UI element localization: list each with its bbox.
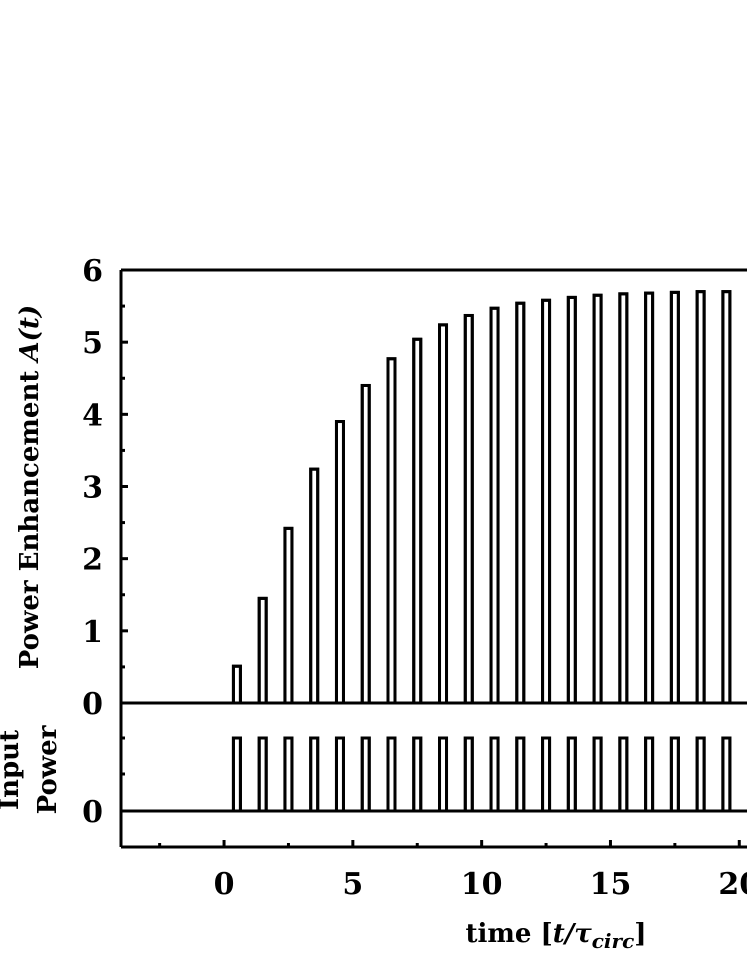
input-pulse-bar — [669, 736, 680, 813]
x-tick-label: 5 — [342, 867, 363, 902]
input-pulse-bar — [566, 736, 577, 813]
y-tick-label: 6 — [82, 254, 103, 289]
x-tick-label: 0 — [214, 867, 235, 902]
enhancement-bar — [618, 292, 629, 705]
enhancement-bar — [644, 291, 655, 705]
enhancement-bar — [231, 664, 242, 705]
bottom-bars — [121, 736, 747, 813]
input-pulse-bar — [309, 736, 320, 813]
input-pulse-bar — [438, 736, 449, 813]
input-pulse-bar — [541, 736, 552, 813]
x-ticks: 0 5 10 15 20 — [158, 840, 747, 902]
bottom-y-axis-title-line2: Power — [33, 725, 63, 814]
input-pulse-bar — [283, 736, 294, 813]
input-pulse-bar — [412, 736, 423, 813]
enhancement-bar — [489, 306, 500, 705]
input-pulse-bar — [515, 736, 526, 813]
enhancement-bar — [695, 290, 706, 705]
enhancement-bar — [463, 313, 474, 705]
bottom-y-axis-title-line1: Input — [0, 730, 25, 810]
x-tick-label: 20 — [718, 867, 747, 902]
enhancement-bar — [386, 357, 397, 705]
input-pulse-bar — [644, 736, 655, 813]
input-pulse-bar — [592, 736, 603, 813]
enhancement-bar — [541, 298, 552, 705]
x-tick-label: 10 — [461, 867, 503, 902]
enhancement-bar — [566, 295, 577, 705]
enhancement-bar — [592, 293, 603, 705]
enhancement-bar — [283, 526, 294, 705]
top-y-axis-title: Power Enhancement A(t) — [15, 305, 45, 669]
top-y-ticks: 0 1 2 3 4 5 6 — [82, 254, 128, 722]
top-bars — [121, 290, 747, 705]
enhancement-bar — [515, 301, 526, 705]
enhancement-bar — [360, 383, 371, 705]
y-tick-label: 1 — [82, 615, 103, 650]
enhancement-bar — [309, 467, 320, 705]
input-pulse-bar — [695, 736, 706, 813]
input-pulse-bar — [489, 736, 500, 813]
x-tick-label: 15 — [590, 867, 632, 902]
input-pulse-bar — [463, 736, 474, 813]
enhancement-bar — [721, 290, 732, 705]
input-pulse-bar — [721, 736, 732, 813]
enhancement-bar — [438, 323, 449, 705]
bottom-y-tick-label: 0 — [82, 795, 103, 830]
enhancement-bar — [412, 337, 423, 705]
y-tick-label: 5 — [82, 326, 103, 361]
y-tick-label: 0 — [82, 687, 103, 722]
input-pulse-bar — [386, 736, 397, 813]
y-tick-label: 4 — [82, 398, 103, 433]
enhancement-bar — [257, 596, 268, 705]
input-pulse-bar — [618, 736, 629, 813]
input-pulse-bar — [360, 736, 371, 813]
y-tick-label: 3 — [82, 471, 103, 506]
enhancement-bar — [334, 420, 345, 705]
bottom-panel: 0 — [82, 736, 747, 849]
x-axis-title: time [t/τcirc] — [465, 919, 646, 953]
y-tick-label: 2 — [82, 543, 103, 578]
input-pulse-bar — [257, 736, 268, 813]
input-pulse-bar — [231, 736, 242, 813]
input-pulse-bar — [334, 736, 345, 813]
top-panel: 0 1 2 3 4 5 6 — [82, 254, 747, 847]
enhancement-bar — [669, 290, 680, 705]
